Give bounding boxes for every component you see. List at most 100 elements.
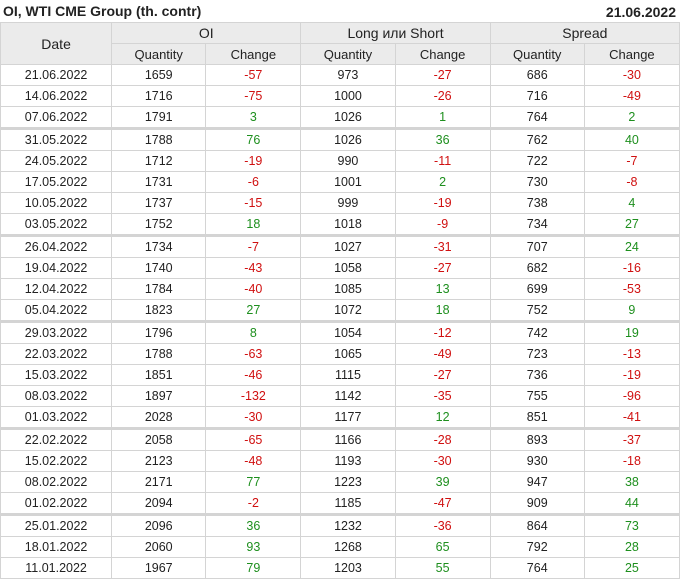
report-header: OI, WTI CME Group (th. contr) 21.06.2022	[0, 0, 680, 22]
table-row: 21.06.2022 1659 -57 973 -27 686 -30	[0, 64, 680, 86]
cell-date: 29.03.2022	[0, 321, 113, 344]
cell-date: 01.02.2022	[0, 492, 113, 516]
cell-oi-change: 27	[205, 299, 302, 323]
table-row: 10.05.2022 1737 -15 999 -19 738 4	[0, 192, 680, 214]
cell-oi-quantity: 2171	[111, 471, 207, 493]
cell-oi-change: 79	[205, 557, 302, 579]
cell-date: 11.01.2022	[0, 557, 113, 579]
cell-date: 07.06.2022	[0, 106, 113, 130]
cell-date: 10.05.2022	[0, 192, 113, 214]
cell-oi-change: -2	[205, 492, 302, 516]
cell-long-short-quantity: 1085	[300, 278, 396, 300]
cell-spread-change: 40	[583, 128, 680, 151]
cell-spread-quantity: 716	[489, 85, 585, 107]
cell-date: 31.05.2022	[0, 128, 113, 151]
column-header-long-short-quantity: Quantity	[300, 43, 396, 65]
table-row: 01.02.2022 2094 -2 1185 -47 909 44	[0, 492, 680, 516]
cell-date: 25.01.2022	[0, 514, 113, 537]
cell-spread-quantity: 699	[489, 278, 585, 300]
cell-long-short-quantity: 1026	[300, 106, 396, 130]
table-row: 26.04.2022 1734 -7 1027 -31 707 24	[0, 235, 680, 258]
cell-long-short-change: 1	[394, 106, 491, 130]
cell-long-short-change: -9	[394, 213, 491, 237]
cell-long-short-change: 13	[394, 278, 491, 300]
cell-spread-quantity: 723	[489, 343, 585, 365]
cell-oi-quantity: 1791	[111, 106, 207, 130]
cell-oi-change: 93	[205, 536, 302, 558]
cell-spread-change: -19	[583, 364, 680, 386]
column-header-date: Date	[0, 22, 113, 65]
cell-oi-change: -65	[205, 428, 302, 451]
cell-long-short-change: -36	[394, 514, 491, 537]
cell-spread-quantity: 851	[489, 406, 585, 430]
cell-oi-quantity: 2058	[111, 428, 207, 451]
table-row: 22.02.2022 2058 -65 1166 -28 893 -37	[0, 428, 680, 451]
cell-long-short-change: -30	[394, 450, 491, 472]
cell-oi-quantity: 1897	[111, 385, 207, 407]
cell-oi-quantity: 1788	[111, 128, 207, 151]
cell-oi-quantity: 1796	[111, 321, 207, 344]
cell-oi-change: -7	[205, 235, 302, 258]
cell-spread-quantity: 909	[489, 492, 585, 516]
cell-long-short-change: -27	[394, 257, 491, 279]
cell-spread-change: 27	[583, 213, 680, 237]
cell-date: 18.01.2022	[0, 536, 113, 558]
cell-spread-quantity: 734	[489, 213, 585, 237]
cell-date: 21.06.2022	[0, 64, 113, 86]
cell-spread-change: 19	[583, 321, 680, 344]
cell-long-short-quantity: 973	[300, 64, 396, 86]
cell-spread-change: -49	[583, 85, 680, 107]
cell-spread-change: -8	[583, 171, 680, 193]
cell-spread-quantity: 738	[489, 192, 585, 214]
table-row: 01.03.2022 2028 -30 1177 12 851 -41	[0, 406, 680, 430]
group-header-spread: Spread	[489, 22, 680, 44]
cell-oi-change: 76	[205, 128, 302, 151]
cell-spread-quantity: 893	[489, 428, 585, 451]
cell-spread-quantity: 722	[489, 150, 585, 172]
cell-oi-change: -19	[205, 150, 302, 172]
cell-oi-change: -57	[205, 64, 302, 86]
cell-spread-change: 38	[583, 471, 680, 493]
cell-date: 03.05.2022	[0, 213, 113, 237]
cell-long-short-change: 39	[394, 471, 491, 493]
cell-long-short-change: 55	[394, 557, 491, 579]
cell-date: 26.04.2022	[0, 235, 113, 258]
cell-oi-change: -6	[205, 171, 302, 193]
cell-long-short-change: -12	[394, 321, 491, 344]
cell-oi-change: 36	[205, 514, 302, 537]
cell-spread-quantity: 752	[489, 299, 585, 323]
cell-long-short-change: -27	[394, 64, 491, 86]
cell-date: 08.03.2022	[0, 385, 113, 407]
table-row: 25.01.2022 2096 36 1232 -36 864 73	[0, 514, 680, 537]
cell-spread-quantity: 682	[489, 257, 585, 279]
cell-spread-change: 28	[583, 536, 680, 558]
cell-long-short-quantity: 1018	[300, 213, 396, 237]
report-date: 21.06.2022	[605, 4, 676, 20]
cell-date: 01.03.2022	[0, 406, 113, 430]
cell-spread-quantity: 864	[489, 514, 585, 537]
table-row: 19.04.2022 1740 -43 1058 -27 682 -16	[0, 257, 680, 279]
cell-oi-quantity: 1851	[111, 364, 207, 386]
cell-long-short-quantity: 999	[300, 192, 396, 214]
cell-spread-quantity: 792	[489, 536, 585, 558]
cell-oi-change: -63	[205, 343, 302, 365]
table-row: 14.06.2022 1716 -75 1000 -26 716 -49	[0, 85, 680, 107]
table-body: 21.06.2022 1659 -57 973 -27 686 -30 14.06.2022 1…	[0, 64, 680, 579]
cell-oi-change: -46	[205, 364, 302, 386]
cell-oi-change: 8	[205, 321, 302, 344]
cell-long-short-quantity: 1193	[300, 450, 396, 472]
cell-date: 17.05.2022	[0, 171, 113, 193]
cell-spread-quantity: 930	[489, 450, 585, 472]
cell-spread-quantity: 730	[489, 171, 585, 193]
cell-spread-quantity: 686	[489, 64, 585, 86]
cell-spread-change: -13	[583, 343, 680, 365]
cell-long-short-change: -27	[394, 364, 491, 386]
cell-spread-change: -16	[583, 257, 680, 279]
cell-oi-change: -40	[205, 278, 302, 300]
cell-long-short-quantity: 1058	[300, 257, 396, 279]
cell-long-short-quantity: 1027	[300, 235, 396, 258]
data-table: Date OI Long или Short Spread Quantity C…	[0, 22, 680, 579]
table-row: 15.03.2022 1851 -46 1115 -27 736 -19	[0, 364, 680, 386]
group-header-oi: OI	[111, 22, 302, 44]
cell-oi-quantity: 1740	[111, 257, 207, 279]
